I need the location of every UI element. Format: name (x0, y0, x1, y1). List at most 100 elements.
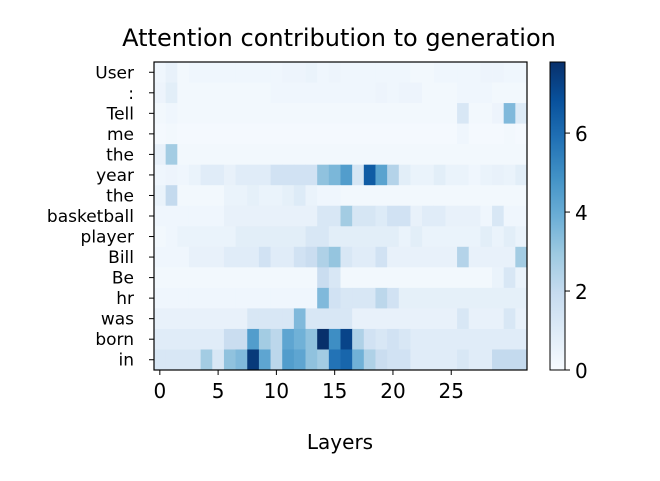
heatmap-cell (363, 308, 376, 330)
heatmap-cell (515, 62, 528, 83)
heatmap-cell (305, 123, 318, 145)
heatmap-cell (363, 287, 376, 309)
heatmap-cell (282, 267, 295, 289)
heatmap-cell (422, 82, 435, 104)
heatmap-cell (492, 328, 505, 350)
heatmap-cell (445, 144, 458, 166)
heatmap-cell (200, 164, 213, 186)
heatmap-cell (515, 308, 528, 330)
heatmap-cell (410, 349, 423, 371)
heatmap-cell (492, 185, 505, 207)
heatmap-cell (293, 287, 306, 309)
heatmap-cell (293, 205, 306, 227)
heatmap-cell (363, 103, 376, 124)
y-tick-label: : (128, 84, 134, 104)
heatmap-cell (177, 185, 190, 207)
heatmap-cell (247, 185, 260, 207)
heatmap-cell (282, 205, 295, 227)
heatmap-cell (177, 123, 190, 145)
heatmap-cell (200, 144, 213, 166)
heatmap-cell (352, 328, 365, 350)
heatmap-cell (375, 205, 388, 227)
heatmap-cell (317, 246, 330, 268)
heatmap-cell (188, 123, 202, 145)
heatmap-cell (457, 205, 470, 227)
heatmap-cell (154, 308, 167, 330)
y-tick-label: basketball (47, 207, 134, 227)
heatmap-cell (422, 185, 435, 207)
heatmap-cell (305, 267, 318, 289)
heatmap-cell (177, 308, 190, 330)
heatmap-cell (433, 62, 446, 83)
heatmap-cell (433, 349, 446, 371)
heatmap-cell (445, 308, 458, 330)
heatmap-cell (387, 205, 400, 227)
heatmap-cell (352, 185, 365, 207)
heatmap-cell (165, 205, 178, 227)
heatmap-cell (457, 144, 470, 166)
heatmap-cell (340, 308, 353, 330)
heatmap-cell (258, 123, 271, 145)
heatmap-cell (445, 287, 458, 309)
heatmap-cell (375, 226, 388, 248)
heatmap-cell (270, 82, 283, 104)
heatmap-cell (387, 308, 400, 330)
heatmap-cell (154, 103, 167, 124)
heatmap-cell (410, 123, 423, 145)
heatmap-cell (165, 62, 178, 83)
heatmap-cell (410, 205, 423, 227)
heatmap-cell (480, 246, 493, 268)
heatmap-cell (282, 164, 295, 186)
heatmap-cell (515, 82, 528, 104)
heatmap-cell (480, 123, 493, 145)
heatmap-cell (340, 103, 353, 124)
heatmap-cell (433, 226, 446, 248)
heatmap-cell (515, 349, 528, 371)
heatmap-cell (387, 349, 400, 371)
heatmap-cell (200, 123, 213, 145)
heatmap-cell (480, 328, 493, 350)
heatmap-cell (340, 267, 353, 289)
heatmap-cell (188, 226, 202, 248)
heatmap-cell (328, 62, 341, 83)
heatmap-cell (235, 103, 248, 124)
heatmap-cell (445, 328, 458, 350)
heatmap-cell (328, 287, 341, 309)
heatmap-cell (398, 246, 411, 268)
heatmap-cell (375, 328, 388, 350)
heatmap-cell (340, 349, 353, 371)
heatmap-cell (154, 164, 167, 186)
heatmap-cell (445, 226, 458, 248)
heatmap-cell (317, 144, 330, 166)
heatmap-cell (468, 328, 481, 350)
heatmap-cell (468, 62, 481, 83)
heatmap-cell (200, 226, 213, 248)
heatmap-cell (270, 308, 283, 330)
heatmap-cell (492, 205, 505, 227)
heatmap-cell (375, 246, 388, 268)
heatmap-cell (317, 308, 330, 330)
heatmap-cell (247, 246, 260, 268)
heatmap-cell (247, 328, 260, 350)
heatmap-cell (398, 287, 411, 309)
heatmap-cell (223, 123, 236, 145)
heatmap-cell (293, 308, 306, 330)
heatmap-cell (212, 287, 225, 309)
heatmap-cell (247, 349, 260, 371)
heatmap-cell (422, 62, 435, 83)
heatmap-cell (387, 62, 400, 83)
heatmap-cell (363, 123, 376, 145)
heatmap-cell (293, 267, 306, 289)
heatmap-cell (433, 287, 446, 309)
colorbar-tick-label: 0 (575, 359, 588, 383)
heatmap-cell (503, 144, 516, 166)
heatmap-cell (492, 267, 505, 289)
heatmap-cell (200, 267, 213, 289)
heatmap-cell (410, 103, 423, 124)
heatmap-cell (317, 287, 330, 309)
heatmap-cell (188, 246, 202, 268)
heatmap-cell (223, 185, 236, 207)
heatmap-cell (445, 267, 458, 289)
heatmap-cell (165, 164, 178, 186)
